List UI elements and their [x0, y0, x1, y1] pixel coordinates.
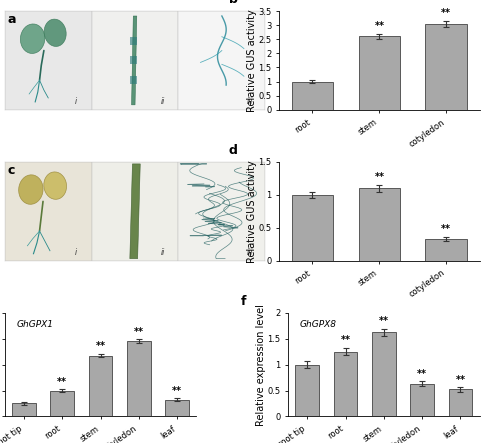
- Text: a: a: [7, 13, 16, 26]
- Text: **: **: [95, 341, 106, 351]
- Bar: [89, 356, 112, 416]
- Text: iii: iii: [246, 97, 253, 106]
- Text: **: **: [375, 21, 384, 31]
- Bar: [12, 404, 36, 416]
- Ellipse shape: [44, 172, 67, 199]
- Bar: [426, 24, 467, 110]
- Polygon shape: [130, 164, 140, 259]
- Polygon shape: [132, 16, 137, 105]
- Bar: [5, 162, 92, 260]
- Bar: [449, 389, 472, 416]
- Bar: [372, 333, 396, 416]
- Bar: [359, 188, 400, 260]
- Text: ii: ii: [161, 248, 165, 256]
- Text: **: **: [375, 172, 384, 183]
- Text: **: **: [441, 225, 451, 234]
- Text: d: d: [229, 144, 238, 157]
- Bar: [292, 195, 333, 260]
- Bar: [51, 391, 74, 416]
- Bar: [292, 82, 333, 110]
- Text: **: **: [172, 386, 182, 396]
- Bar: [426, 239, 467, 260]
- Text: **: **: [441, 8, 451, 19]
- Text: b: b: [229, 0, 238, 6]
- Bar: [130, 56, 137, 64]
- Ellipse shape: [44, 19, 66, 47]
- Bar: [92, 11, 178, 110]
- Text: **: **: [417, 369, 427, 379]
- Bar: [5, 11, 92, 110]
- Bar: [178, 162, 265, 260]
- Text: **: **: [57, 377, 67, 387]
- Text: **: **: [134, 327, 144, 337]
- Bar: [130, 37, 137, 45]
- Bar: [92, 162, 178, 260]
- Text: f: f: [241, 295, 246, 307]
- Text: ii: ii: [161, 97, 165, 106]
- Bar: [127, 341, 151, 416]
- Bar: [165, 400, 189, 416]
- Text: **: **: [379, 316, 389, 326]
- Text: i: i: [75, 248, 77, 256]
- Bar: [295, 365, 319, 416]
- Y-axis label: Relative expression level: Relative expression level: [256, 303, 266, 426]
- Text: **: **: [455, 375, 466, 385]
- Y-axis label: Relative GUS activity: Relative GUS activity: [247, 160, 257, 263]
- Text: i: i: [75, 97, 77, 106]
- Ellipse shape: [19, 175, 43, 204]
- Ellipse shape: [20, 24, 45, 54]
- Y-axis label: Relative GUS activity: Relative GUS activity: [247, 9, 257, 112]
- Text: **: **: [341, 335, 350, 346]
- Text: GhGPX1: GhGPX1: [16, 320, 54, 329]
- Bar: [178, 11, 265, 110]
- Text: GhGPX8: GhGPX8: [300, 320, 336, 329]
- Text: c: c: [7, 164, 15, 177]
- Bar: [334, 352, 358, 416]
- Text: iii: iii: [246, 248, 253, 256]
- Bar: [410, 384, 434, 416]
- Bar: [130, 76, 137, 84]
- Bar: [359, 36, 400, 110]
